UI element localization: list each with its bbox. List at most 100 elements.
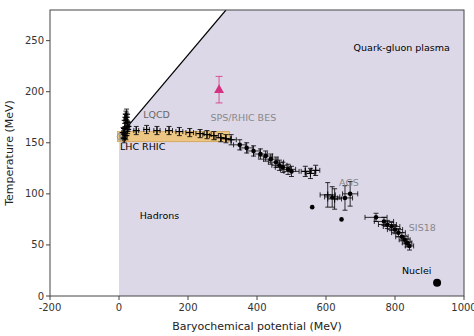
- y-error-bar: [134, 126, 139, 134]
- y-error-bar: [325, 183, 330, 208]
- plus-marker: [123, 111, 130, 118]
- plus-marker: [222, 135, 229, 142]
- dot-marker: [348, 192, 353, 197]
- y-tick: [46, 244, 50, 245]
- x-tick: [395, 296, 396, 300]
- x-tick-label: 200: [178, 302, 197, 313]
- dot-marker: [339, 217, 344, 222]
- x-error-bar: [144, 127, 150, 132]
- y-error-bar: [263, 151, 268, 161]
- x-tick: [257, 296, 258, 300]
- annotation: Hadrons: [140, 210, 180, 221]
- plus-marker: [166, 127, 173, 134]
- dot-marker: [433, 279, 441, 287]
- x-error-bar: [154, 128, 160, 133]
- x-tick: [119, 296, 120, 300]
- triangle-marker: [214, 84, 224, 93]
- y-error-bar: [407, 242, 412, 250]
- y-error-bar: [237, 140, 242, 150]
- y-tick: [46, 193, 50, 194]
- plus-marker: [133, 127, 140, 134]
- x-axis-label: Baryochemical potential (MeV): [172, 320, 342, 333]
- x-tick: [50, 296, 51, 300]
- x-error-bar: [226, 137, 236, 142]
- plus-marker: [197, 130, 204, 137]
- plus-marker: [203, 131, 210, 138]
- y-error-bar: [198, 130, 203, 138]
- y-error-bar: [144, 125, 149, 133]
- x-tick-label: 1000: [451, 302, 474, 313]
- y-error-bar: [229, 135, 234, 145]
- dot-marker: [274, 160, 279, 165]
- x-tick: [188, 296, 189, 300]
- y-error-bar: [330, 187, 335, 207]
- hadron-region: [119, 10, 464, 296]
- plus-marker: [176, 128, 183, 135]
- y-error-bar: [204, 131, 209, 139]
- annotation: Nuclei: [402, 265, 431, 276]
- dot-marker: [393, 227, 398, 232]
- dot-marker: [407, 244, 412, 249]
- y-tick-label: 250: [25, 35, 44, 46]
- plot-background: [50, 10, 464, 296]
- y-error-bar: [280, 162, 285, 172]
- x-error-bar: [203, 132, 211, 137]
- x-error-bar: [405, 243, 413, 248]
- y-error-bar: [289, 166, 294, 176]
- chart: -20002004006008001000050100150200250Bary…: [0, 0, 474, 336]
- dot-marker: [281, 165, 286, 170]
- dot-marker: [382, 219, 387, 224]
- dot-marker: [263, 154, 268, 159]
- plus-marker: [307, 170, 314, 177]
- x-error-bar: [284, 169, 299, 174]
- x-tick-label: -200: [39, 302, 62, 313]
- y-error-bar: [332, 189, 337, 209]
- point-series: [325, 187, 340, 207]
- y-axis-label: Temperature (MeV): [3, 100, 16, 207]
- annotation: Quark-gluon plasma: [354, 42, 450, 53]
- x-tick-label: 400: [247, 302, 266, 313]
- plus-marker: [312, 167, 319, 174]
- annotation: AGS: [339, 177, 359, 188]
- y-error-bar: [223, 135, 228, 143]
- x-tick-label: 0: [116, 302, 122, 313]
- y-error-bar: [124, 109, 129, 119]
- x-error-bar: [312, 168, 320, 173]
- dot-marker: [269, 157, 274, 162]
- y-tick-label: 0: [38, 291, 44, 302]
- dot-marker: [310, 205, 315, 210]
- y-tick-label: 100: [25, 188, 44, 199]
- annotation: SIS18: [409, 222, 436, 233]
- y-error-bar: [177, 127, 182, 135]
- y-error-bar: [303, 166, 308, 176]
- x-error-bar: [234, 142, 246, 147]
- y-tick: [46, 296, 50, 297]
- y-tick: [46, 142, 50, 143]
- y-error-bar: [244, 143, 249, 153]
- plus-marker: [124, 126, 131, 133]
- dot-marker: [343, 196, 348, 201]
- y-error-bar: [258, 149, 263, 159]
- plus-marker: [153, 127, 160, 134]
- y-error-bar: [154, 126, 159, 134]
- y-tick: [46, 40, 50, 41]
- y-tick: [46, 91, 50, 92]
- x-error-bar: [374, 219, 393, 224]
- x-error-bar: [392, 230, 406, 235]
- point-series: [301, 165, 341, 209]
- y-tick-label: 50: [31, 239, 44, 250]
- point-series: [365, 213, 414, 250]
- annotation: SPS/RHIC BES: [210, 112, 276, 123]
- y-error-bar: [211, 132, 216, 140]
- point-series: [214, 76, 224, 103]
- plus-marker: [228, 136, 235, 143]
- plot-area: [117, 10, 464, 296]
- x-tick-label: 600: [316, 302, 335, 313]
- triangle-marker: [329, 194, 335, 199]
- y-error-bar: [268, 154, 273, 164]
- x-error-bar: [343, 191, 358, 196]
- x-tick: [326, 296, 327, 300]
- point-series: [234, 140, 300, 177]
- plus-marker: [143, 126, 150, 133]
- y-error-bar: [218, 134, 223, 142]
